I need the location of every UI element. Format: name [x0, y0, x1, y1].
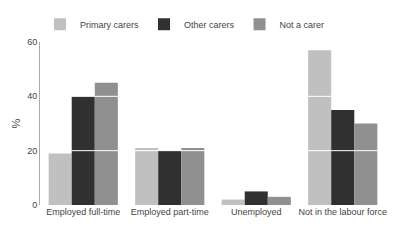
svg-text:Employed full-time: Employed full-time: [46, 207, 120, 217]
svg-text:60: 60: [27, 37, 37, 47]
svg-text:Employed part-time: Employed part-time: [131, 207, 209, 217]
svg-text:Primary carers: Primary carers: [80, 20, 139, 30]
svg-text:Unemployed: Unemployed: [231, 207, 282, 217]
svg-text:0: 0: [32, 200, 37, 210]
svg-text:%: %: [10, 118, 22, 128]
svg-text:20: 20: [27, 146, 37, 156]
svg-text:Other carers: Other carers: [184, 20, 235, 30]
svg-text:40: 40: [27, 91, 37, 101]
svg-text:Not a carer: Not a carer: [280, 20, 325, 30]
svg-text:Not in the labour force: Not in the labour force: [298, 207, 387, 217]
